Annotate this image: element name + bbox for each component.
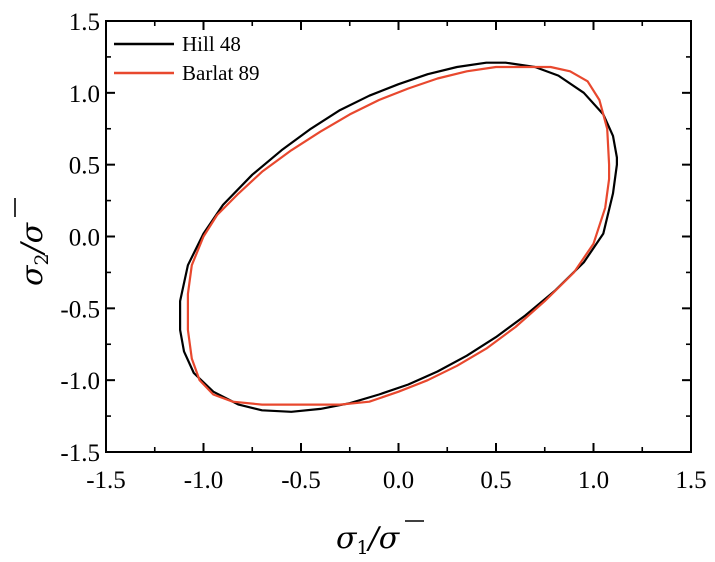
x-tick-label-4: 0.5 [480, 467, 511, 494]
x-tick-label-1: -1.0 [184, 467, 224, 494]
x-axis-label-symbol: σ [336, 521, 358, 556]
x-axis-label: σ1/σ [336, 520, 424, 559]
legend-label-hill-48: Hill 48 [182, 32, 241, 56]
y-tick-label-4: 0.5 [69, 153, 100, 180]
x-axis-label-denominator: σ [379, 521, 401, 556]
y-tick-label-3: 0.0 [69, 225, 100, 252]
y-tick-label-1: -1.0 [60, 368, 100, 395]
x-tick-label-6: 1.5 [675, 467, 706, 494]
y-axis-label-symbol: σ [15, 264, 50, 286]
x-tick-label-0: -1.5 [86, 467, 126, 494]
x-axis-label-subscript: 1 [356, 537, 368, 559]
axis-ticks [105, 20, 692, 453]
y-axis-label-denominator: σ [15, 221, 50, 243]
y-axis-label: σ2/σ [14, 198, 53, 286]
y-tick-label-5: 1.0 [69, 81, 100, 108]
series-layer [179, 61, 618, 413]
x-tick-label-2: -0.5 [281, 467, 321, 494]
x-tick-label-3: 0.0 [383, 467, 414, 494]
y-axis-label-subscript: 2 [31, 253, 53, 265]
svg-text:σ1/σ: σ1/σ [336, 521, 401, 559]
legend: Hill 48 Barlat 89 [114, 32, 260, 85]
y-tick-label-0: -1.5 [60, 440, 100, 467]
y-tick-label-6: 1.5 [69, 9, 100, 36]
legend-label-barlat-89: Barlat 89 [182, 61, 260, 85]
series-line-hill-48 [179, 61, 618, 413]
y-tick-label-2: -0.5 [60, 296, 100, 323]
x-tick-label-5: 1.0 [578, 467, 609, 494]
svg-text:σ2/σ: σ2/σ [15, 221, 53, 286]
axis-tick-labels: -1.5 -1.0 -0.5 0.0 0.5 1.0 1.5 -1.5 -1.0 -0.5 0.0 0… [60, 9, 706, 494]
series-line-barlat-89 [186, 65, 611, 406]
